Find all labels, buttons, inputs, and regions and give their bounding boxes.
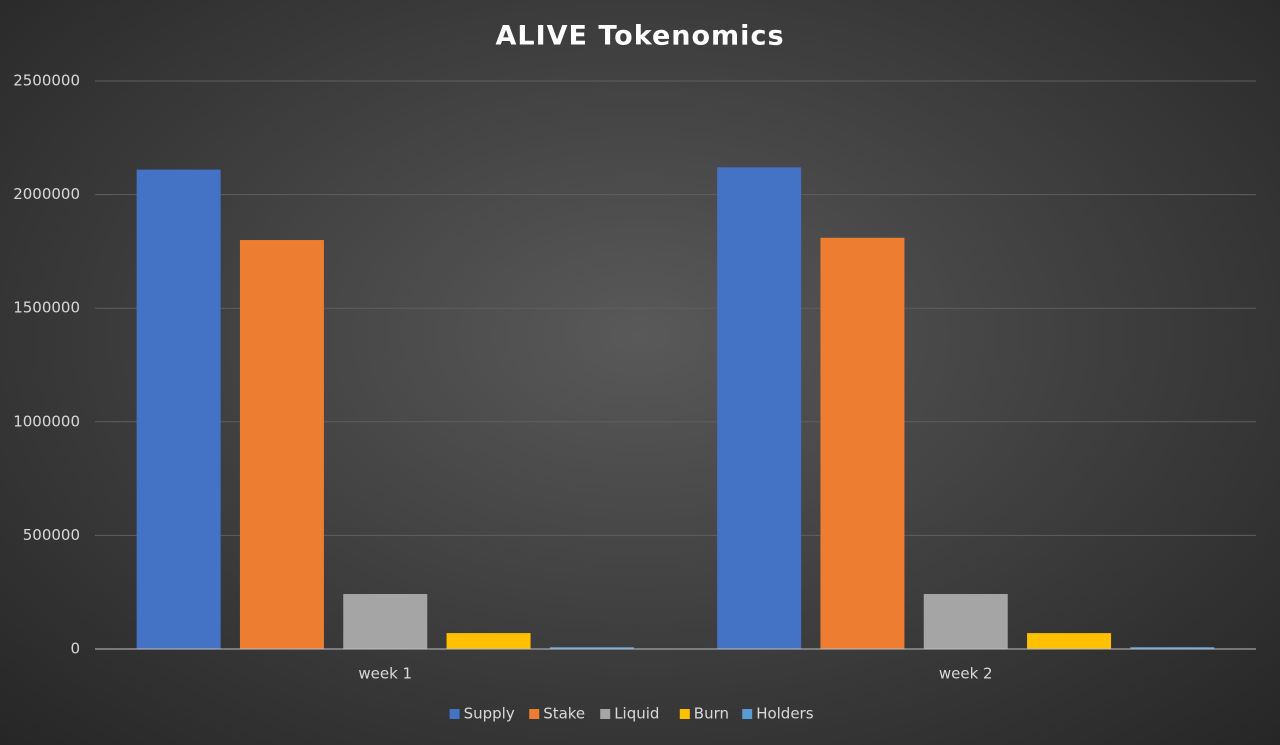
bar [923, 594, 1008, 649]
legend-swatch [742, 709, 753, 719]
bar [343, 594, 428, 649]
legend-label: Liquid [614, 705, 659, 723]
bar [1027, 633, 1112, 649]
legend-swatch [529, 709, 540, 719]
bar [549, 647, 634, 649]
bar [239, 240, 324, 650]
bar [1130, 647, 1215, 649]
legend-label: Supply [464, 705, 515, 723]
x-tick-label: week 1 [358, 665, 412, 683]
y-tick-label: 0 [70, 640, 80, 658]
bar [446, 633, 531, 649]
legend-swatch [679, 709, 690, 719]
legend-swatch [600, 709, 611, 719]
y-tick-label: 2000000 [13, 185, 80, 203]
y-tick-label: 2500000 [13, 72, 80, 90]
y-tick-label: 500000 [23, 526, 80, 544]
y-tick-label: 1000000 [13, 412, 80, 430]
legend-label: Burn [694, 705, 729, 723]
bar [820, 237, 905, 649]
bar [136, 169, 221, 649]
y-tick-label: 1500000 [13, 299, 80, 317]
legend-label: Holders [756, 705, 814, 723]
bar [717, 167, 802, 649]
legend-swatch [449, 709, 460, 719]
legend-label: Stake [543, 705, 585, 723]
x-tick-label: week 2 [939, 665, 993, 683]
chart-title: ALIVE Tokenomics [495, 21, 784, 52]
